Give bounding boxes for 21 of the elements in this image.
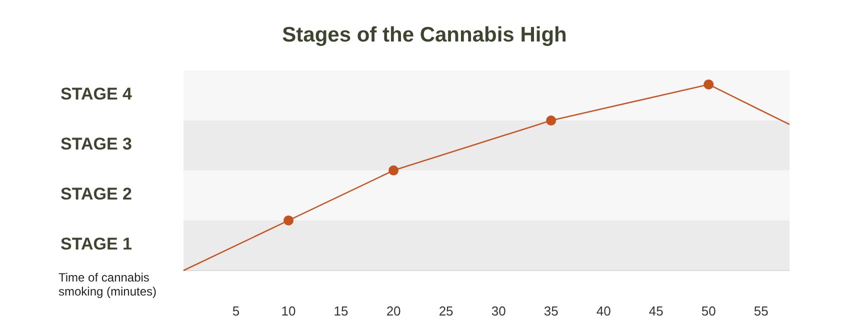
x-tick-label: 15 xyxy=(334,304,348,318)
point xyxy=(546,116,556,126)
x-axis-title: Time of cannabis smoking (minutes) xyxy=(58,270,157,298)
x-tick-label: 20 xyxy=(386,304,401,318)
x-tick-label: 25 xyxy=(438,304,454,318)
x-tick-label: 45 xyxy=(648,304,664,318)
text: STAGE 1 xyxy=(60,234,132,254)
text: STAGE 4 xyxy=(60,84,133,104)
point xyxy=(388,165,399,176)
x-tick-label: 30 xyxy=(491,304,506,318)
text: STAGE 2 xyxy=(60,184,132,204)
x-tick-label: 10 xyxy=(281,304,296,318)
chart-title: Stages of the Cannabis High xyxy=(282,24,567,46)
point xyxy=(704,79,714,90)
x-tick-label: 40 xyxy=(596,304,611,318)
x-tick-label: 5 xyxy=(232,304,240,318)
point xyxy=(284,215,294,226)
text: STAGE 3 xyxy=(60,134,132,154)
x-tick-label: 50 xyxy=(701,304,716,318)
x-tick-label: 55 xyxy=(754,304,768,318)
x-tick-label: 35 xyxy=(544,304,558,318)
